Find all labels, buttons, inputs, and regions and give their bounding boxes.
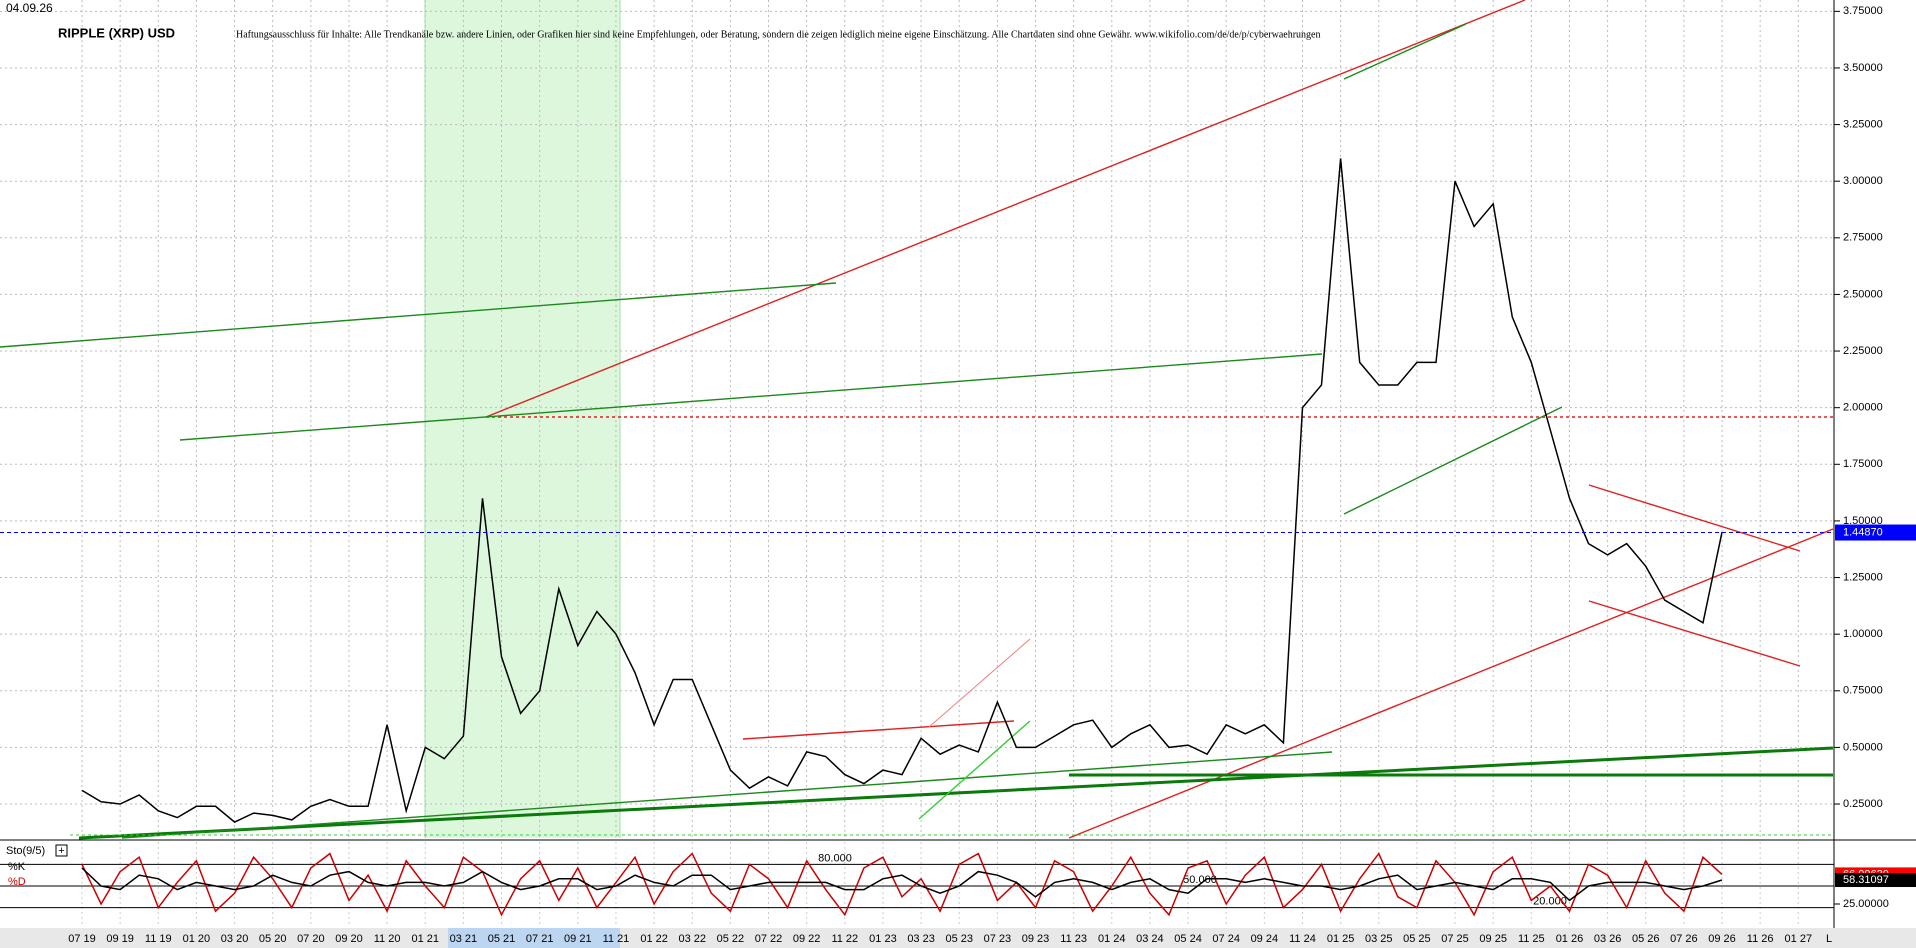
x-tick-label: 11 21 <box>603 933 630 945</box>
x-tick-label: 07 21 <box>526 933 554 945</box>
x-axis-highlight <box>448 928 620 948</box>
trend-line <box>78 746 1834 840</box>
x-tick-label: 03 23 <box>907 933 935 945</box>
y-tick-label: 3.25000 <box>1843 118 1883 130</box>
trend-line <box>928 638 1031 728</box>
x-tick-label: 03 22 <box>678 933 706 945</box>
x-tick-label: 11 24 <box>1289 933 1316 945</box>
x-tick-label: 07 24 <box>1212 933 1240 945</box>
x-tick-label: 03 25 <box>1365 933 1393 945</box>
x-tick-label: 05 26 <box>1632 933 1660 945</box>
y-tick-label: 0.50000 <box>1843 741 1883 753</box>
y-tick-label: 2.25000 <box>1843 345 1883 357</box>
corner-label: L <box>1826 933 1832 945</box>
x-tick-label: 11 26 <box>1747 933 1774 945</box>
y-tick-label: 2.00000 <box>1843 402 1883 414</box>
x-tick-label: 09 22 <box>793 933 821 945</box>
x-tick-label: 09 19 <box>106 933 134 945</box>
y-tick-label: 1.25000 <box>1843 571 1883 583</box>
x-tick-label: 05 21 <box>488 933 516 945</box>
y-tick-label: 0.25000 <box>1843 798 1883 810</box>
x-tick-label: 05 22 <box>717 933 745 945</box>
x-tick-label: 05 24 <box>1174 933 1202 945</box>
x-tick-label: 03 24 <box>1136 933 1164 945</box>
x-tick-label: 11 19 <box>145 933 172 945</box>
trend-line <box>1068 528 1834 839</box>
trend-line <box>0 282 837 348</box>
add-button[interactable] <box>55 844 68 857</box>
y-tick-label: 25.00000 <box>1843 898 1889 910</box>
trend-line <box>742 720 1015 740</box>
trend-lines <box>0 0 1834 840</box>
sto-level-label: 20.000 <box>1533 896 1567 908</box>
x-tick-label: 01 20 <box>183 933 211 945</box>
sto-level-label: 80.000 <box>818 852 852 864</box>
legend-entry: %K <box>8 861 26 873</box>
x-tick-label: 11 22 <box>831 933 858 945</box>
x-tick-label: 09 25 <box>1479 933 1507 945</box>
chart-title: RIPPLE (XRP) USD <box>58 25 175 40</box>
x-tick-label: 01 23 <box>869 933 897 945</box>
x-tick-label: 01 24 <box>1098 933 1126 945</box>
grid <box>0 0 1834 926</box>
right-axis <box>1834 0 1916 948</box>
x-tick-label: 09 26 <box>1708 933 1736 945</box>
x-tick-label: 03 20 <box>221 933 249 945</box>
x-tick-label: 05 23 <box>945 933 973 945</box>
x-tick-label: 05 25 <box>1403 933 1431 945</box>
x-tick-label: 03 26 <box>1594 933 1622 945</box>
x-tick-label: 11 20 <box>374 933 401 945</box>
disclaimer: Haftungsausschluss für Inhalte: Alle Tre… <box>236 29 1321 40</box>
x-tick-label: 09 24 <box>1251 933 1279 945</box>
x-tick-label: 01 25 <box>1327 933 1355 945</box>
price-line <box>81 158 1723 823</box>
x-tick-label: 09 20 <box>335 933 363 945</box>
x-tick-label: 03 21 <box>450 933 478 945</box>
sto-line <box>81 867 1723 902</box>
y-tick-label: 0.75000 <box>1843 685 1883 697</box>
y-tick-label: 1.50000 <box>1843 515 1883 527</box>
x-tick-label: 07 23 <box>984 933 1012 945</box>
x-tick-label: 07 26 <box>1670 933 1698 945</box>
trend-line <box>1343 406 1563 515</box>
marker-label: 1.44870 <box>1843 526 1883 538</box>
x-tick-label: 01 26 <box>1556 933 1584 945</box>
marker-box <box>1835 873 1916 888</box>
x-tick-label: 01 21 <box>411 933 439 945</box>
y-tick-label: 2.75000 <box>1843 232 1883 244</box>
trend-line <box>121 751 1333 839</box>
x-tick-label: 01 22 <box>640 933 668 945</box>
y-tick-label: 3.00000 <box>1843 175 1883 187</box>
trend-line <box>1588 484 1801 552</box>
y-tick-label: 1.75000 <box>1843 458 1883 470</box>
x-tick-label: 09 23 <box>1022 933 1050 945</box>
x-tick-label: 07 20 <box>297 933 325 945</box>
date-label: 04.09.26 <box>6 1 53 15</box>
x-tick-label: 07 22 <box>755 933 783 945</box>
y-tick-label: 3.75000 <box>1843 5 1883 17</box>
x-tick-label: 07 19 <box>68 933 96 945</box>
sto-title: Sto(9/5) <box>6 845 45 857</box>
x-tick-label: 05 20 <box>259 933 287 945</box>
y-tick-label: 2.50000 <box>1843 288 1883 300</box>
sto-line <box>81 852 1723 917</box>
x-tick-label: 11 23 <box>1060 933 1087 945</box>
y-tick-label: 3.50000 <box>1843 62 1883 74</box>
marker-label: 58.31097 <box>1843 874 1889 886</box>
trend-line <box>1343 23 1467 80</box>
trend-line <box>179 353 1323 441</box>
trend-line <box>1588 600 1801 667</box>
x-tick-label: 07 25 <box>1441 933 1469 945</box>
add-button-icon: + <box>58 845 64 857</box>
legend-entry: %D <box>8 876 26 888</box>
marker-box <box>1835 524 1916 541</box>
x-tick-label: 09 21 <box>564 933 592 945</box>
trend-line <box>485 0 1526 418</box>
x-tick-label: 01 27 <box>1785 933 1813 945</box>
x-tick-label: 11 25 <box>1518 933 1545 945</box>
y-tick-label: 1.00000 <box>1843 628 1883 640</box>
sto-level-label: 50.000 <box>1183 874 1217 886</box>
